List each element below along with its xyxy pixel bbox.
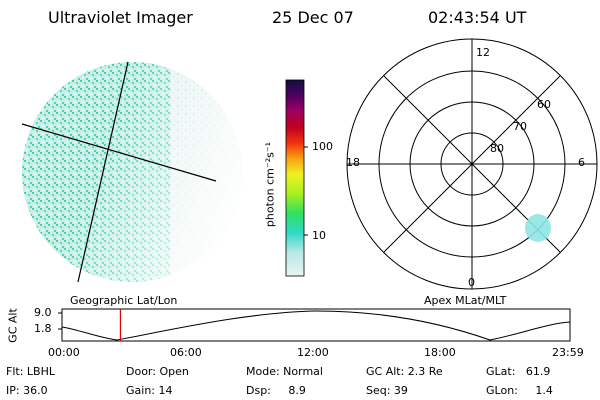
left-projection-label: Geographic Lat/Lon	[70, 294, 178, 307]
lat-label-60: 60	[537, 98, 551, 111]
lat-label-70: 70	[513, 120, 527, 133]
mlt-label-bottom: 0	[468, 276, 475, 289]
x-tick-label: 23:59	[552, 346, 584, 359]
imager-image	[22, 62, 242, 282]
colorbar-tick-label: 100	[312, 140, 333, 153]
glat-value: GLat: 61.9	[486, 365, 551, 378]
gain-value: Gain: 14	[126, 384, 173, 397]
gc-alt-value: GC Alt: 2.3 Re	[366, 365, 443, 378]
ip-value: IP: 36.0	[6, 384, 48, 397]
x-tick-label: 12:00	[297, 346, 329, 359]
x-tick-label: 06:00	[170, 346, 202, 359]
y-tick-label: 9.0	[34, 306, 52, 319]
door-value: Door: Open	[126, 365, 189, 378]
x-tick-label: 18:00	[424, 346, 456, 359]
date-label: 25 Dec 07	[272, 8, 354, 27]
aurora-patch	[525, 214, 551, 242]
mlt-label-right: 6	[578, 156, 585, 169]
y-tick-label: 1.8	[34, 322, 52, 335]
right-projection-label: Apex MLat/MLT	[424, 294, 507, 307]
time-label: 02:43:54 UT	[428, 8, 527, 27]
polar-plot	[346, 38, 598, 290]
glon-value: GLon: 1.4	[486, 384, 553, 397]
altitude-plot-frame	[61, 308, 571, 342]
mlt-label-left: 18	[346, 156, 360, 169]
seq-value: Seq: 39	[366, 384, 408, 397]
mlt-label-top: 12	[476, 46, 490, 59]
geo-grid-line	[77, 61, 129, 283]
altitude-curve	[61, 310, 571, 341]
color-bar	[285, 79, 305, 277]
colorbar-tick-label: 10	[312, 229, 326, 242]
app-title: Ultraviolet Imager	[48, 8, 193, 27]
mode-value: Mode: Normal	[246, 365, 323, 378]
lat-label-80: 80	[490, 142, 504, 155]
x-tick-label: 00:00	[48, 346, 80, 359]
colorbar-label: photon cm⁻²s⁻¹	[263, 141, 277, 228]
geo-grid-line	[21, 123, 217, 182]
altitude-ylabel: GC Alt	[6, 308, 20, 343]
dsp-value: Dsp: 8.9	[246, 384, 306, 397]
filter-value: Flt: LBHL	[6, 365, 55, 378]
